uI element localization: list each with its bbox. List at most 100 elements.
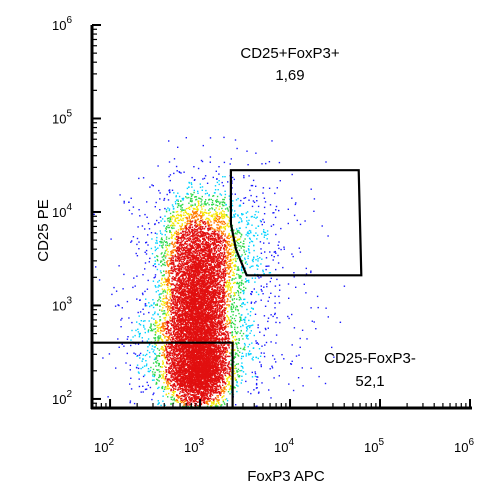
event-dot <box>202 242 204 244</box>
event-dot <box>216 272 218 275</box>
event-dot <box>205 400 207 402</box>
event-dot <box>276 187 278 189</box>
event-dot <box>213 240 215 242</box>
event-dot <box>224 214 226 216</box>
event-dot <box>174 314 176 317</box>
event-dot <box>227 255 229 257</box>
event-dot <box>229 370 232 372</box>
event-dot <box>170 262 172 265</box>
event-dot <box>213 192 216 194</box>
event-dot <box>237 341 239 344</box>
event-dot <box>209 208 211 210</box>
event-dot <box>170 380 173 383</box>
event-dot <box>264 344 266 346</box>
event-dot <box>191 221 193 223</box>
event-dot <box>280 227 282 230</box>
event-dot <box>157 355 159 357</box>
event-dot <box>184 398 186 400</box>
event-dot <box>184 231 187 233</box>
event-dot <box>172 276 174 278</box>
event-dot <box>122 288 124 290</box>
event-dot <box>219 254 221 257</box>
event-dot <box>188 398 190 400</box>
event-dot <box>202 205 205 207</box>
event-dot <box>275 334 278 336</box>
event-dot <box>266 285 268 288</box>
event-dot <box>186 392 188 394</box>
event-dot <box>215 279 217 281</box>
event-dot <box>182 197 185 200</box>
event-dot <box>218 262 220 264</box>
event-dot <box>200 230 202 232</box>
event-dot <box>213 267 215 269</box>
event-dot <box>247 255 249 257</box>
event-dot <box>176 296 178 299</box>
event-dot <box>177 298 179 300</box>
event-dot <box>249 353 252 355</box>
event-dot <box>255 227 257 229</box>
event-dot <box>161 237 163 239</box>
event-dot <box>161 377 163 379</box>
event-dot <box>221 378 223 380</box>
event-dot <box>208 225 210 227</box>
event-dot <box>207 398 209 400</box>
event-dot <box>175 220 177 223</box>
event-dot <box>154 232 157 234</box>
event-dot <box>216 178 218 180</box>
event-dot <box>173 353 175 355</box>
event-dot <box>167 346 169 348</box>
event-dot <box>261 233 263 235</box>
event-dot <box>230 348 232 351</box>
event-dot <box>154 371 156 374</box>
event-dot <box>183 264 185 266</box>
event-dot <box>179 229 182 231</box>
event-dot <box>139 311 142 313</box>
event-dot <box>172 291 174 293</box>
event-dot <box>241 306 243 308</box>
event-dot <box>141 225 144 227</box>
event-dot <box>310 271 312 274</box>
event-dot <box>245 281 247 283</box>
event-dot <box>183 253 185 255</box>
event-dot <box>251 277 254 279</box>
event-dot <box>194 220 196 222</box>
event-dot <box>218 273 220 275</box>
event-dot <box>243 251 246 253</box>
event-dot <box>232 336 234 339</box>
event-dot <box>220 325 222 327</box>
event-dot <box>219 284 221 286</box>
event-dot <box>166 324 168 327</box>
event-dot <box>152 314 154 316</box>
event-dot <box>185 394 188 396</box>
event-dot <box>185 229 187 231</box>
event-dot <box>189 264 191 266</box>
event-dot <box>154 260 157 262</box>
event-dot <box>169 362 171 364</box>
event-dot <box>161 354 163 357</box>
event-dot <box>227 250 229 252</box>
event-dot <box>162 244 164 246</box>
event-dot <box>233 265 235 267</box>
event-dot <box>249 189 251 192</box>
event-dot <box>179 296 181 298</box>
event-dot <box>222 346 224 348</box>
event-dot <box>217 399 219 401</box>
event-dot <box>245 355 247 357</box>
event-dot <box>218 295 220 298</box>
event-dot <box>216 308 218 310</box>
event-dot <box>230 263 232 265</box>
event-dot <box>235 309 237 311</box>
event-dot <box>203 240 205 242</box>
event-dot <box>170 333 172 335</box>
event-dot <box>260 248 262 250</box>
event-dot <box>234 387 236 389</box>
event-dot <box>197 190 199 193</box>
event-dot <box>171 317 173 319</box>
event-dot <box>221 289 224 291</box>
event-dot <box>223 308 225 311</box>
event-dot <box>260 220 262 223</box>
event-dot <box>234 328 236 330</box>
event-dot <box>274 192 276 195</box>
event-dot <box>238 285 240 287</box>
event-dot <box>164 319 166 321</box>
